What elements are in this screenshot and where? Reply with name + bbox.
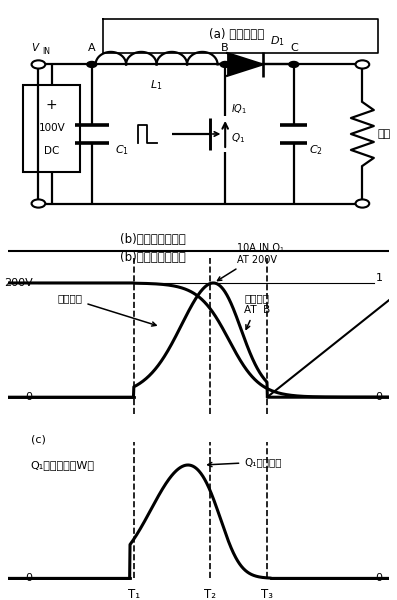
Text: Q₁漏极损耗（W）: Q₁漏极损耗（W） (31, 460, 95, 470)
Circle shape (356, 199, 369, 208)
Circle shape (289, 61, 299, 67)
Text: $Q_1$: $Q_1$ (231, 131, 245, 145)
Text: 200V: 200V (4, 278, 33, 288)
Text: (b)电压和电流波形: (b)电压和电流波形 (120, 233, 186, 246)
Circle shape (87, 61, 97, 67)
Text: $C_1$: $C_1$ (115, 143, 129, 157)
Text: $L_1$: $L_1$ (150, 78, 163, 92)
Text: 10A IN Q₁
AT 200V: 10A IN Q₁ AT 200V (218, 243, 283, 281)
Text: 0: 0 (26, 392, 33, 402)
Text: 0: 0 (376, 574, 383, 583)
Text: DC: DC (44, 146, 60, 156)
Text: 0: 0 (376, 392, 383, 402)
Text: 100V: 100V (39, 123, 65, 133)
Text: (b)电压和电流波形: (b)电压和电流波形 (120, 251, 186, 264)
Bar (23, 85, 80, 172)
Text: C: C (290, 43, 298, 53)
Text: (a) 升压调节器: (a) 升压调节器 (209, 28, 264, 41)
Text: 0: 0 (26, 574, 33, 583)
Text: T₂: T₂ (204, 588, 216, 600)
Text: +: + (46, 98, 58, 112)
Text: $D_1$: $D_1$ (270, 35, 285, 49)
Text: A: A (88, 43, 96, 53)
Polygon shape (227, 53, 263, 76)
Text: $C_2$: $C_2$ (309, 143, 323, 157)
Text: 漏极电压
AT  B: 漏极电压 AT B (244, 293, 270, 329)
Text: Q₁功率峰值: Q₁功率峰值 (208, 457, 282, 467)
Circle shape (32, 199, 45, 208)
Text: B: B (222, 43, 229, 53)
Text: T₁: T₁ (128, 588, 140, 600)
Text: 负载: 负载 (378, 129, 391, 139)
Text: T₃: T₃ (261, 588, 273, 600)
Circle shape (32, 61, 45, 68)
Text: 1: 1 (376, 273, 383, 283)
Text: V: V (31, 43, 38, 53)
Circle shape (220, 61, 230, 67)
Text: IN: IN (42, 47, 50, 56)
Text: (c): (c) (31, 434, 46, 445)
Circle shape (356, 61, 369, 68)
Text: 漏极电流: 漏极电流 (58, 293, 156, 326)
Text: $IQ_1$: $IQ_1$ (231, 102, 247, 116)
